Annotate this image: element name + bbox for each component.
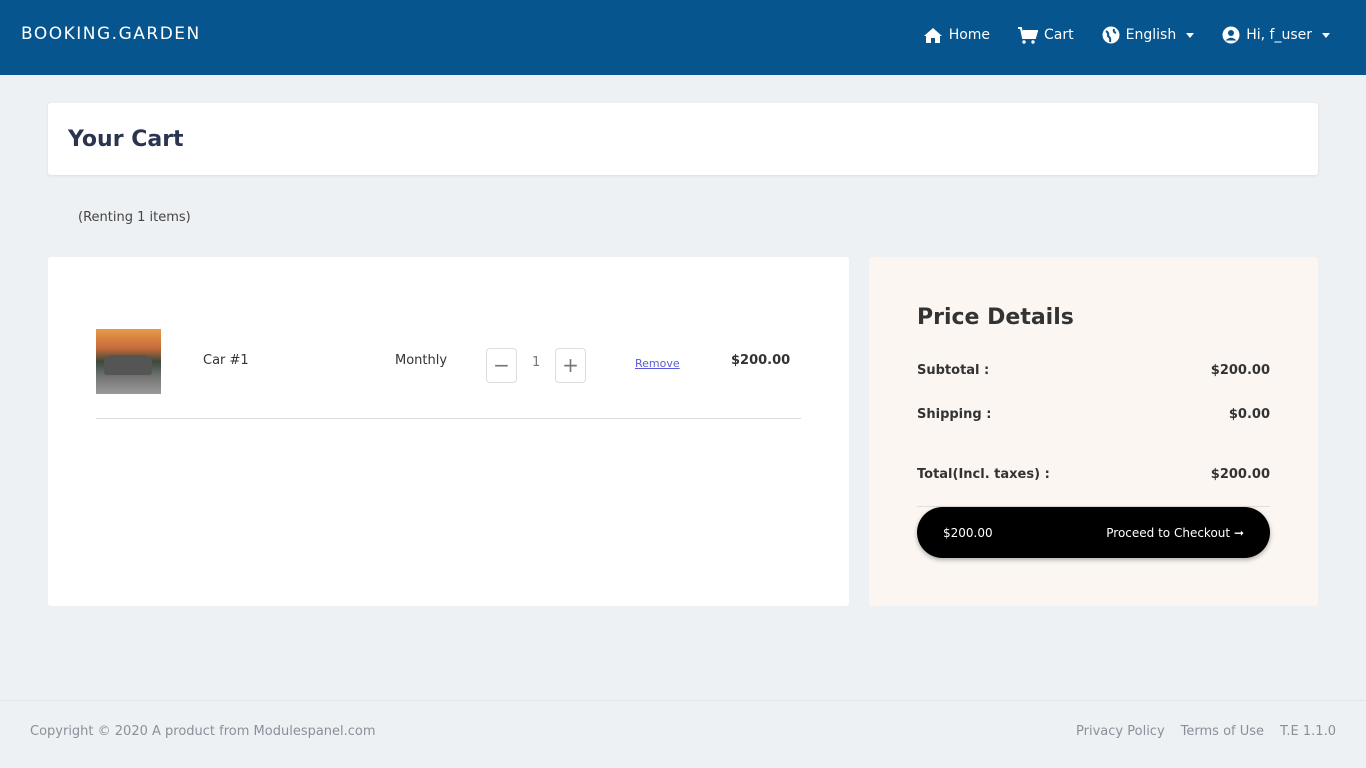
subtotal-label: Subtotal : [917,363,990,378]
total-label: Total(Incl. taxes) : [917,467,1050,482]
user-label: Hi, f_user [1246,27,1312,43]
subtotal-row: Subtotal : $200.00 [917,363,1270,378]
language-label: English [1125,27,1177,43]
item-period: Monthly [395,353,448,368]
item-name[interactable]: Car #1 [203,353,249,368]
renting-count: (Renting 1 items) [78,210,191,225]
user-dropdown[interactable]: Hi, f_user [1222,26,1330,44]
footer: Copyright © 2020 A product from Modulesp… [0,700,1366,768]
cart-icon [1018,26,1039,44]
home-icon [923,27,942,43]
top-navbar: BOOKING.GARDEN Home Cart English Hi, f_u… [0,0,1366,75]
nav-cart[interactable]: Cart [1018,26,1074,44]
checkout-amount: $200.00 [943,525,993,540]
proceed-to-checkout-button[interactable]: $200.00 Proceed to Checkout ➞ [917,507,1270,558]
car-thumbnail [96,329,161,394]
remove-item-link[interactable]: Remove [635,357,680,370]
row-divider [96,418,801,419]
nav-home-label: Home [948,27,991,43]
shipping-label: Shipping : [917,407,992,422]
shipping-value: $0.00 [1228,407,1270,422]
nav-cart-label: Cart [1044,27,1074,43]
plus-icon: + [562,353,579,377]
total-row: Total(Incl. taxes) : $200.00 [917,467,1270,482]
page-title: Your Cart [68,127,184,152]
minus-icon: − [493,353,510,377]
version-label: T.E 1.1.0 [1280,724,1336,739]
language-dropdown[interactable]: English [1102,26,1195,44]
price-details-card: Price Details Subtotal : $200.00 Shipping… [869,257,1318,606]
decrease-quantity-button[interactable]: − [486,348,517,383]
item-price: $200.00 [731,353,791,368]
caret-down-icon [1322,32,1330,38]
subtotal-value: $200.00 [1210,363,1270,378]
total-value: $200.00 [1210,467,1270,482]
brand-logo[interactable]: BOOKING.GARDEN [21,24,201,44]
user-circle-icon [1222,26,1240,44]
checkout-label: Proceed to Checkout [1106,525,1231,540]
increase-quantity-button[interactable]: + [555,348,586,383]
privacy-policy-link[interactable]: Privacy Policy [1076,724,1165,739]
quantity-value: 1 [532,355,541,370]
copyright: Copyright © 2020 A product from Modulesp… [30,724,376,739]
cart-items-card: Car #1 Monthly − 1 + Remove $200.00 [48,257,849,606]
arrow-right-icon: ➞ [1233,525,1244,540]
caret-down-icon [1186,32,1195,38]
price-details-title: Price Details [917,305,1074,330]
shipping-row: Shipping : $0.00 [917,407,1270,422]
divider [917,506,1270,507]
nav-home[interactable]: Home [923,27,990,44]
terms-of-use-link[interactable]: Terms of Use [1180,724,1265,739]
page-header-card: Your Cart [48,103,1318,175]
globe-icon [1102,26,1120,44]
